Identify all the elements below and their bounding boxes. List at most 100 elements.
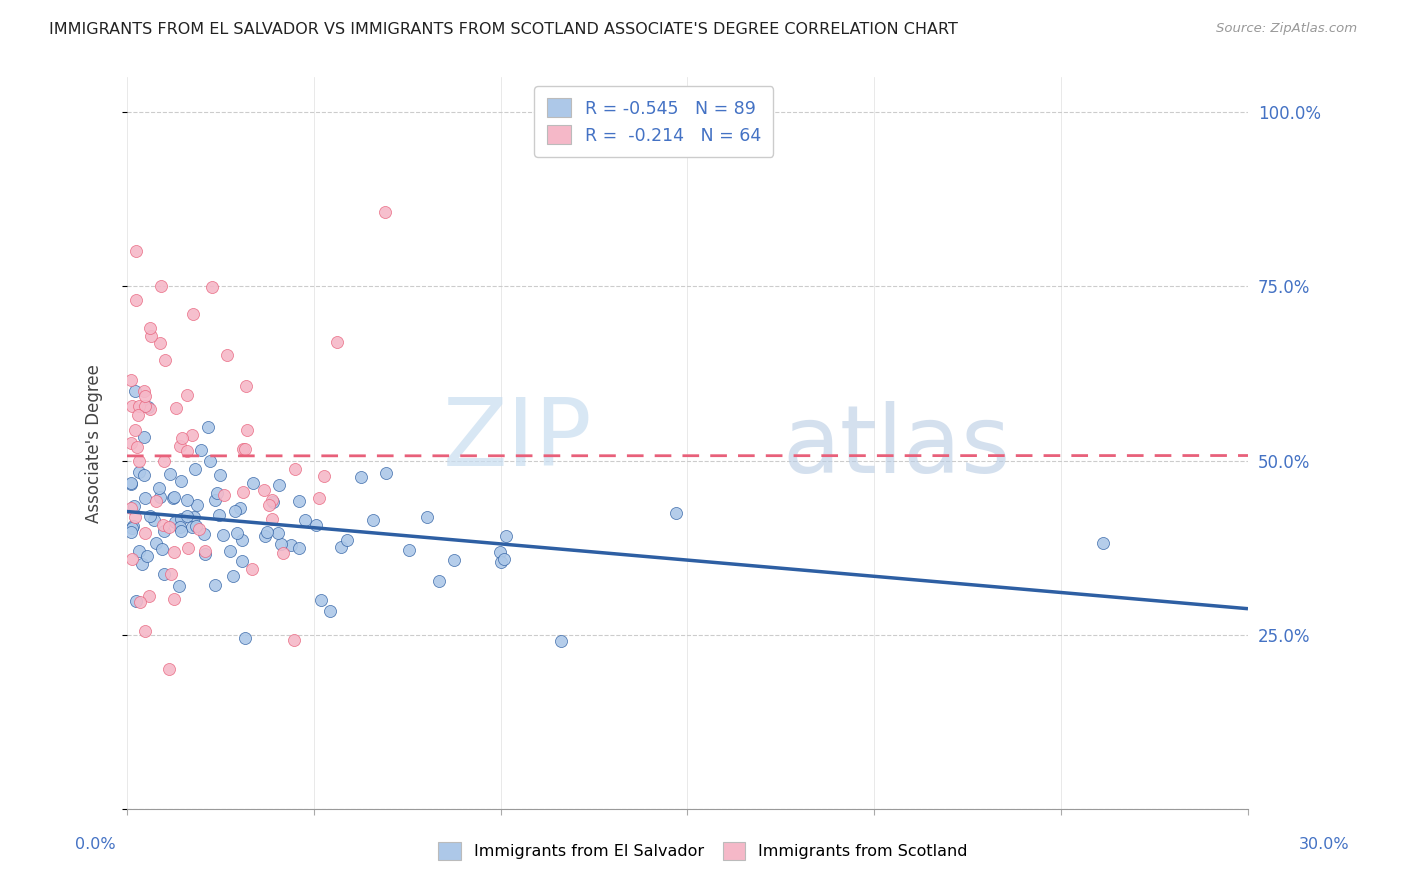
- Point: [124, 384, 146, 398]
- Point: [197, 420, 219, 434]
- Point: [186, 518, 208, 533]
- Point: [215, 348, 238, 362]
- Point: [128, 465, 150, 479]
- Point: [138, 508, 160, 523]
- Point: [325, 334, 347, 349]
- Point: [232, 485, 254, 500]
- Point: [190, 442, 212, 457]
- Point: [183, 462, 205, 476]
- Point: [152, 453, 174, 467]
- Point: [256, 524, 278, 539]
- Point: [314, 468, 336, 483]
- Point: [134, 526, 156, 541]
- Point: [205, 486, 228, 500]
- Point: [138, 589, 160, 603]
- Point: [128, 453, 150, 467]
- Point: [159, 467, 181, 482]
- Point: [262, 495, 284, 509]
- Point: [350, 470, 373, 484]
- Point: [124, 510, 146, 524]
- Point: [165, 516, 187, 530]
- Point: [169, 439, 191, 453]
- Point: [257, 498, 280, 512]
- Point: [153, 524, 176, 539]
- Point: [125, 244, 148, 258]
- Point: [160, 566, 183, 581]
- Point: [443, 553, 465, 567]
- Point: [427, 574, 450, 588]
- Point: [153, 353, 176, 368]
- Y-axis label: Associate's Degree: Associate's Degree: [86, 364, 103, 523]
- Point: [176, 508, 198, 523]
- Point: [231, 554, 253, 568]
- Point: [194, 543, 217, 558]
- Point: [170, 431, 193, 445]
- Point: [124, 594, 146, 608]
- Point: [149, 335, 172, 350]
- Point: [253, 483, 276, 497]
- Point: [222, 569, 245, 583]
- Text: Source: ZipAtlas.com: Source: ZipAtlas.com: [1216, 22, 1357, 36]
- Point: [129, 595, 152, 609]
- Legend: R = -0.545   N = 89, R =  -0.214   N = 64: R = -0.545 N = 89, R = -0.214 N = 64: [534, 87, 773, 157]
- Point: [229, 501, 252, 516]
- Point: [550, 633, 572, 648]
- Point: [176, 443, 198, 458]
- Point: [132, 467, 155, 482]
- Point: [150, 541, 173, 556]
- Point: [214, 488, 236, 502]
- Point: [233, 442, 256, 456]
- Point: [162, 491, 184, 505]
- Point: [127, 408, 149, 422]
- Point: [374, 205, 396, 219]
- Text: ZIP: ZIP: [443, 393, 592, 485]
- Point: [139, 321, 162, 335]
- Point: [131, 557, 153, 571]
- Point: [167, 579, 190, 593]
- Point: [242, 475, 264, 490]
- Point: [134, 624, 156, 638]
- Point: [336, 533, 359, 547]
- Point: [180, 428, 202, 442]
- Point: [176, 493, 198, 508]
- Point: [1092, 535, 1115, 549]
- Point: [125, 293, 148, 307]
- Point: [148, 482, 170, 496]
- Point: [153, 566, 176, 581]
- Point: [139, 329, 162, 343]
- Point: [122, 518, 145, 533]
- Point: [209, 468, 232, 483]
- Point: [134, 491, 156, 505]
- Point: [121, 521, 143, 535]
- Point: [294, 513, 316, 527]
- Point: [145, 493, 167, 508]
- Point: [170, 512, 193, 526]
- Point: [288, 541, 311, 555]
- Point: [121, 399, 143, 413]
- Point: [120, 525, 142, 540]
- Point: [120, 373, 142, 387]
- Text: atlas: atlas: [783, 401, 1011, 493]
- Point: [181, 307, 204, 321]
- Point: [165, 401, 187, 415]
- Point: [219, 543, 242, 558]
- Point: [152, 517, 174, 532]
- Point: [170, 524, 193, 539]
- Point: [198, 453, 221, 467]
- Point: [284, 462, 307, 476]
- Point: [416, 509, 439, 524]
- Point: [235, 632, 257, 646]
- Point: [260, 492, 283, 507]
- Point: [665, 506, 688, 520]
- Point: [143, 513, 166, 527]
- Point: [134, 399, 156, 413]
- Point: [262, 512, 284, 526]
- Point: [231, 533, 253, 547]
- Point: [267, 526, 290, 541]
- Point: [235, 379, 257, 393]
- Point: [193, 526, 215, 541]
- Point: [204, 493, 226, 508]
- Point: [494, 551, 516, 566]
- Point: [329, 540, 352, 554]
- Point: [375, 466, 398, 480]
